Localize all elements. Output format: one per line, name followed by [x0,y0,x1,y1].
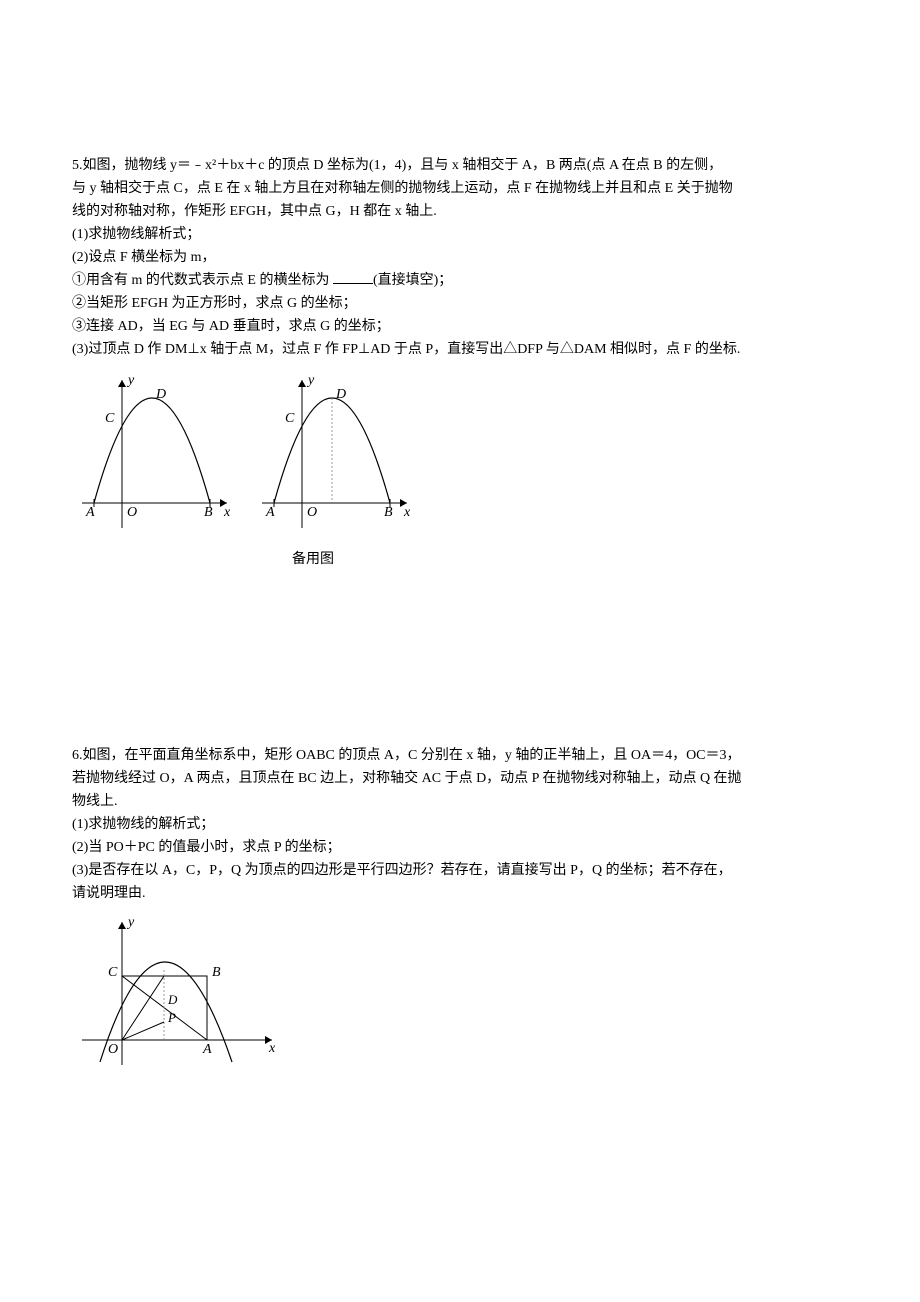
problem5-line8: ③连接 AD，当 EG 与 AD 垂直时，求点 G 的坐标； [72,316,848,337]
backup-figure-label: 备用图 [292,549,848,570]
label-D: D [335,387,346,402]
label-O: O [307,505,317,520]
problem6-line4: (1)求抛物线的解析式； [72,814,848,835]
y-axis-label: y [306,373,315,388]
problem5-figure2: y x D C A O B [252,368,412,545]
problem6-line1: 6.如图，在平面直角坐标系中，矩形 OABC 的顶点 A，C 分别在 x 轴，y… [72,745,848,766]
problem6-line2: 若抛物线经过 O，A 两点，且顶点在 BC 边上，对称轴交 AC 于点 D，动点… [72,768,848,789]
x-axis-label: x [223,505,231,520]
y-axis-label: y [126,915,135,930]
x-axis-label: x [268,1041,276,1056]
problem6-line7: 请说明理由. [72,883,848,904]
label-B: B [204,505,213,520]
problem5-line6: ①用含有 m 的代数式表示点 E 的横坐标为 (直接填空)； [72,270,848,291]
label-C: C [108,965,118,980]
label-P: P [167,1010,176,1025]
problem5-line4: (1)求抛物线解析式； [72,224,848,245]
parabola-figure-2: y x D C A O B [252,368,412,538]
vertical-gap [72,590,848,745]
problem6-figure: y x C B D P O A [72,910,848,1077]
problem5-line6a: ①用含有 m 的代数式表示点 E 的横坐标为 [72,273,333,288]
problem5-figures: y x D C A O B y x D C [72,368,848,545]
label-D: D [167,992,178,1007]
problem6-line5: (2)当 PO＋PC 的值最小时，求点 P 的坐标； [72,837,848,858]
problem5-figure1: y x D C A O B [72,368,232,545]
y-axis-label: y [126,373,135,388]
parabola-figure-1: y x D C A O B [72,368,232,538]
problem5-line7: ②当矩形 EFGH 为正方形时，求点 G 的坐标； [72,293,848,314]
problem5-line2: 与 y 轴相交于点 C，点 E 在 x 轴上方且在对称轴左侧的抛物线上运动，点 … [72,178,848,199]
fill-blank [333,270,373,284]
label-C: C [285,411,295,426]
label-O: O [108,1042,118,1057]
problem5-line3: 线的对称轴对称，作矩形 EFGH，其中点 G，H 都在 x 轴上. [72,201,848,222]
problem6-line6: (3)是否存在以 A，C，P，Q 为顶点的四边形是平行四边形？若存在，请直接写出… [72,860,848,881]
label-B: B [212,965,221,980]
label-D: D [155,387,166,402]
problem-5: 5.如图，抛物线 y＝﹣x²＋bx＋c 的顶点 D 坐标为(1，4)，且与 x … [72,155,848,570]
label-A: A [85,505,95,520]
rectangle-parabola-figure: y x C B D P O A [72,910,282,1070]
label-B: B [384,505,393,520]
label-A: A [265,505,275,520]
problem6-line3: 物线上. [72,791,848,812]
x-axis-label: x [403,505,411,520]
label-A: A [202,1042,212,1057]
problem5-line1: 5.如图，抛物线 y＝﹣x²＋bx＋c 的顶点 D 坐标为(1，4)，且与 x … [72,155,848,176]
problem-6: 6.如图，在平面直角坐标系中，矩形 OABC 的顶点 A，C 分别在 x 轴，y… [72,745,848,1077]
problem5-line9: (3)过顶点 D 作 DM⊥x 轴于点 M，过点 F 作 FP⊥AD 于点 P，… [72,339,848,360]
problem5-line5: (2)设点 F 横坐标为 m， [72,247,848,268]
label-O: O [127,505,137,520]
label-C: C [105,411,115,426]
problem5-line6b: (直接填空)； [373,273,452,288]
